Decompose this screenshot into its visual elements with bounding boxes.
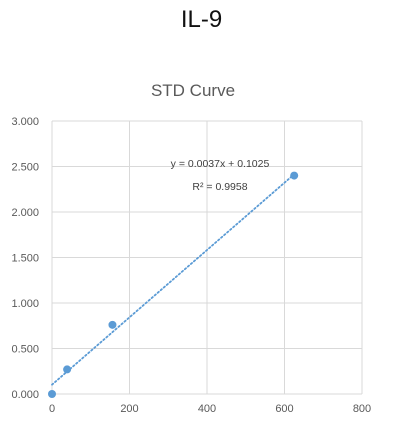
y-tick-label: 2.500 — [11, 162, 39, 174]
gridlines — [51, 120, 363, 395]
x-tick-label: 600 — [275, 403, 293, 415]
x-tick-label: 0 — [49, 403, 55, 415]
data-point — [48, 390, 56, 398]
y-axis-ticks: 0.000 0.500 1.000 1.500 2.000 2.500 3.000 — [11, 116, 39, 401]
trendline-r-squared: R² = 0.9958 — [192, 181, 247, 193]
data-point — [63, 365, 72, 374]
y-tick-label: 0.000 — [11, 389, 39, 401]
trendline-group — [51, 173, 296, 386]
y-tick-label: 1.000 — [11, 298, 39, 310]
data-point — [108, 320, 117, 329]
x-tick-label: 400 — [198, 403, 216, 415]
y-tick-label: 0.500 — [11, 344, 39, 356]
y-tick-label: 3.000 — [11, 116, 39, 128]
data-point — [290, 171, 299, 180]
x-tick-label: 800 — [353, 403, 371, 415]
page-title: IL-9 — [180, 6, 223, 33]
y-tick-label: 1.500 — [11, 253, 39, 265]
y-tick-label: 2.000 — [11, 207, 39, 219]
data-points — [48, 171, 299, 398]
trendline — [51, 173, 296, 386]
trendline-equation: y = 0.0037x + 0.1025 — [171, 158, 270, 170]
chart-title: STD Curve — [151, 81, 235, 100]
x-tick-label: 200 — [120, 403, 138, 415]
x-axis-ticks: 0 200 400 600 800 — [49, 403, 371, 415]
